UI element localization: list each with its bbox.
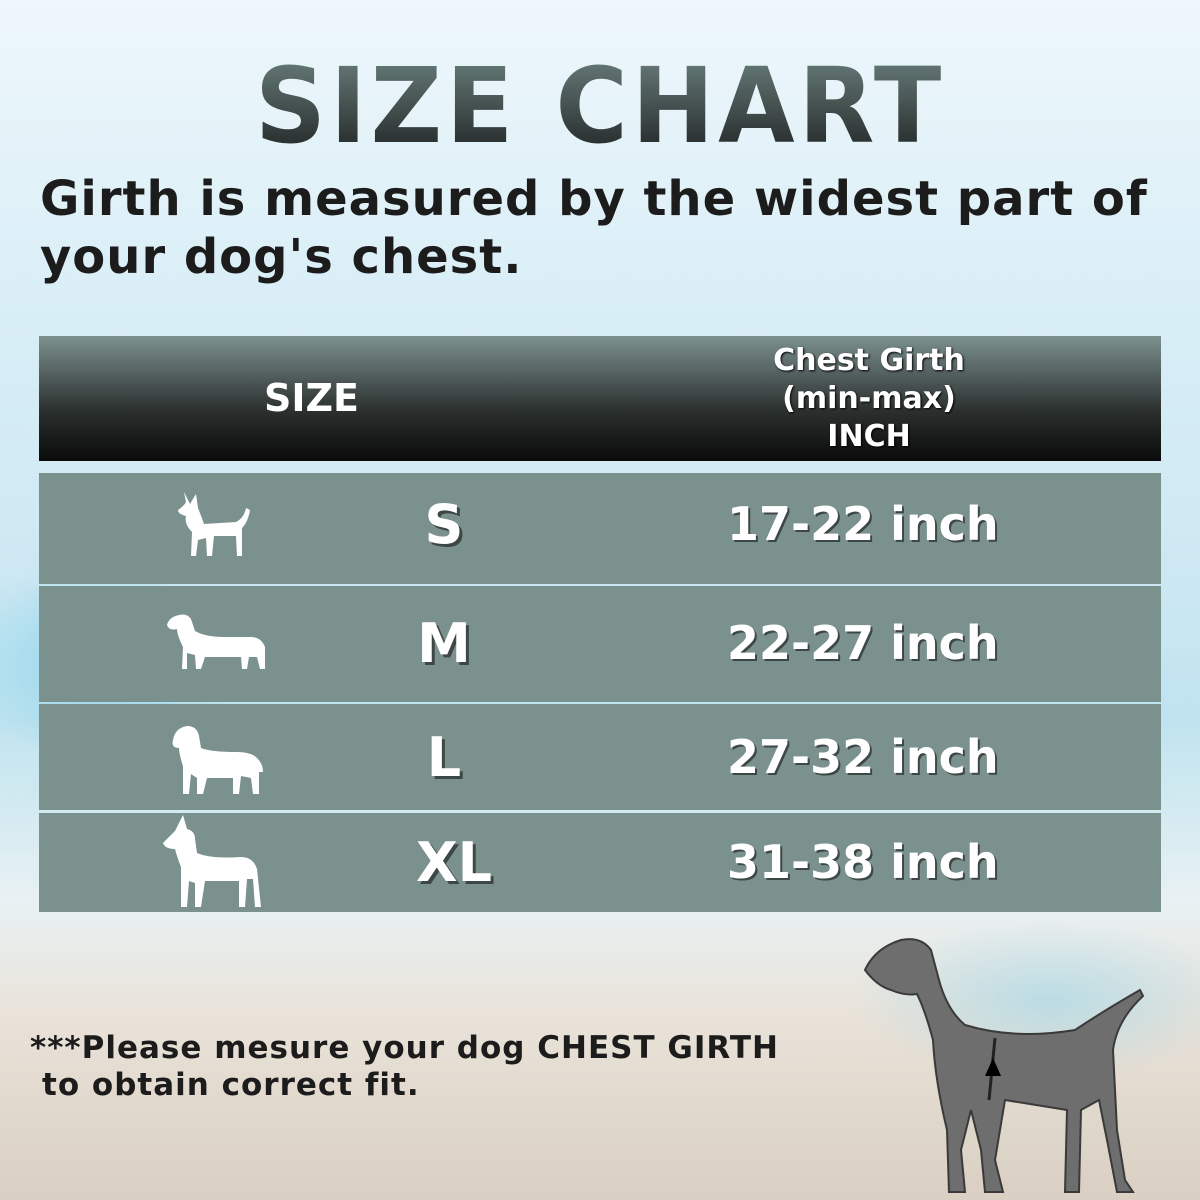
- header-line: (min-max): [782, 381, 956, 416]
- subtitle: Girth is measured by the widest part of …: [40, 170, 1148, 286]
- page-title: SIZE CHART: [30, 45, 1170, 167]
- table-row: S 17-22 inch: [39, 473, 1161, 584]
- girth-value: 22-27 inch: [727, 616, 999, 670]
- girth-value: 31-38 inch: [727, 835, 999, 889]
- small-dog-icon: [178, 492, 250, 556]
- table-header: SIZE Chest Girth (min-max) INCH: [39, 336, 1161, 461]
- table-row: M 22-27 inch: [39, 586, 1161, 702]
- header-line: Chest Girth: [773, 343, 965, 378]
- arrow-icon: [985, 1058, 1001, 1076]
- dachshund-icon: [167, 614, 265, 669]
- size-label: M: [417, 612, 471, 675]
- measuring-dog-illustration: [863, 938, 1145, 1193]
- measurement-note: ***Please mesure your dog CHEST GIRTH to…: [30, 1030, 779, 1104]
- subtitle-line: your dog's chest.: [40, 229, 523, 285]
- header-chest-girth: Chest Girth (min-max) INCH: [709, 342, 1029, 456]
- large-dog-icon: [172, 726, 263, 794]
- table-row: L 27-32 inch: [39, 704, 1161, 810]
- note-line: to obtain correct fit.: [42, 1067, 420, 1103]
- subtitle-line: Girth is measured by the widest part of: [40, 171, 1148, 227]
- table-row: XL 31-38 inch: [39, 813, 1161, 912]
- great-dane-icon: [163, 815, 261, 907]
- size-label: S: [424, 493, 464, 556]
- size-label: L: [426, 726, 462, 789]
- girth-value: 17-22 inch: [727, 497, 999, 551]
- note-line: ***Please mesure your dog CHEST GIRTH: [30, 1030, 779, 1066]
- header-size: SIZE: [264, 376, 360, 420]
- girth-value: 27-32 inch: [727, 730, 999, 784]
- header-line: INCH: [827, 419, 911, 454]
- size-label: XL: [415, 831, 493, 894]
